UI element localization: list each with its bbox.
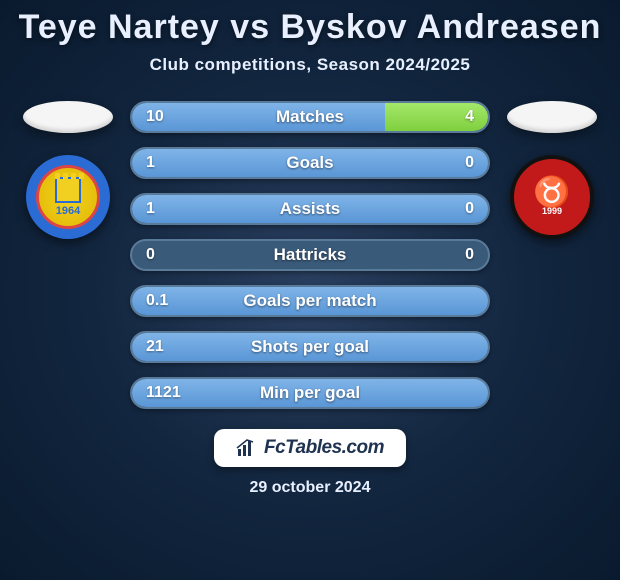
stat-row: 10Matches4 bbox=[130, 101, 490, 133]
right-club-crest: ♉ 1999 bbox=[510, 155, 594, 239]
tower-icon bbox=[55, 177, 81, 203]
brand-text: FcTables.com bbox=[264, 437, 384, 459]
left-club-crest: 1964 bbox=[26, 155, 110, 239]
stat-row: 0Hattricks0 bbox=[130, 239, 490, 271]
right-player-placeholder bbox=[507, 101, 597, 133]
stat-label: Matches bbox=[132, 107, 488, 127]
stat-label: Shots per goal bbox=[132, 337, 488, 357]
stat-row: 1Assists0 bbox=[130, 193, 490, 225]
left-player-col: 1964 bbox=[18, 101, 118, 239]
bull-icon: ♉ bbox=[533, 178, 570, 208]
stats-column: 10Matches41Goals01Assists00Hattricks00.1… bbox=[130, 101, 490, 409]
stat-value-right: 0 bbox=[465, 200, 474, 218]
right-crest-year: 1999 bbox=[542, 206, 562, 216]
left-player-placeholder bbox=[23, 101, 113, 133]
stat-label: Min per goal bbox=[132, 383, 488, 403]
left-crest-inner: 1964 bbox=[36, 165, 100, 229]
stat-row: 0.1Goals per match bbox=[130, 285, 490, 317]
chart-icon bbox=[236, 439, 258, 457]
date-text: 29 october 2024 bbox=[250, 479, 371, 497]
stat-label: Goals per match bbox=[132, 291, 488, 311]
brand-box: FcTables.com bbox=[214, 429, 406, 467]
stat-value-right: 4 bbox=[465, 108, 474, 126]
stat-label: Goals bbox=[132, 153, 488, 173]
stat-label: Hattricks bbox=[132, 245, 488, 265]
left-crest-year: 1964 bbox=[56, 205, 80, 217]
stat-label: Assists bbox=[132, 199, 488, 219]
stat-value-right: 0 bbox=[465, 246, 474, 264]
stat-row: 21Shots per goal bbox=[130, 331, 490, 363]
stat-row: 1121Min per goal bbox=[130, 377, 490, 409]
right-crest-inner: ♉ 1999 bbox=[524, 169, 580, 225]
comparison-card: Teye Nartey vs Byskov Andreasen Club com… bbox=[0, 0, 620, 580]
subtitle: Club competitions, Season 2024/2025 bbox=[150, 55, 471, 75]
main-area: 1964 10Matches41Goals01Assists00Hattrick… bbox=[0, 101, 620, 409]
stat-row: 1Goals0 bbox=[130, 147, 490, 179]
right-player-col: ♉ 1999 bbox=[502, 101, 602, 239]
footer: FcTables.com 29 october 2024 bbox=[214, 429, 406, 497]
stat-value-right: 0 bbox=[465, 154, 474, 172]
page-title: Teye Nartey vs Byskov Andreasen bbox=[19, 8, 602, 47]
